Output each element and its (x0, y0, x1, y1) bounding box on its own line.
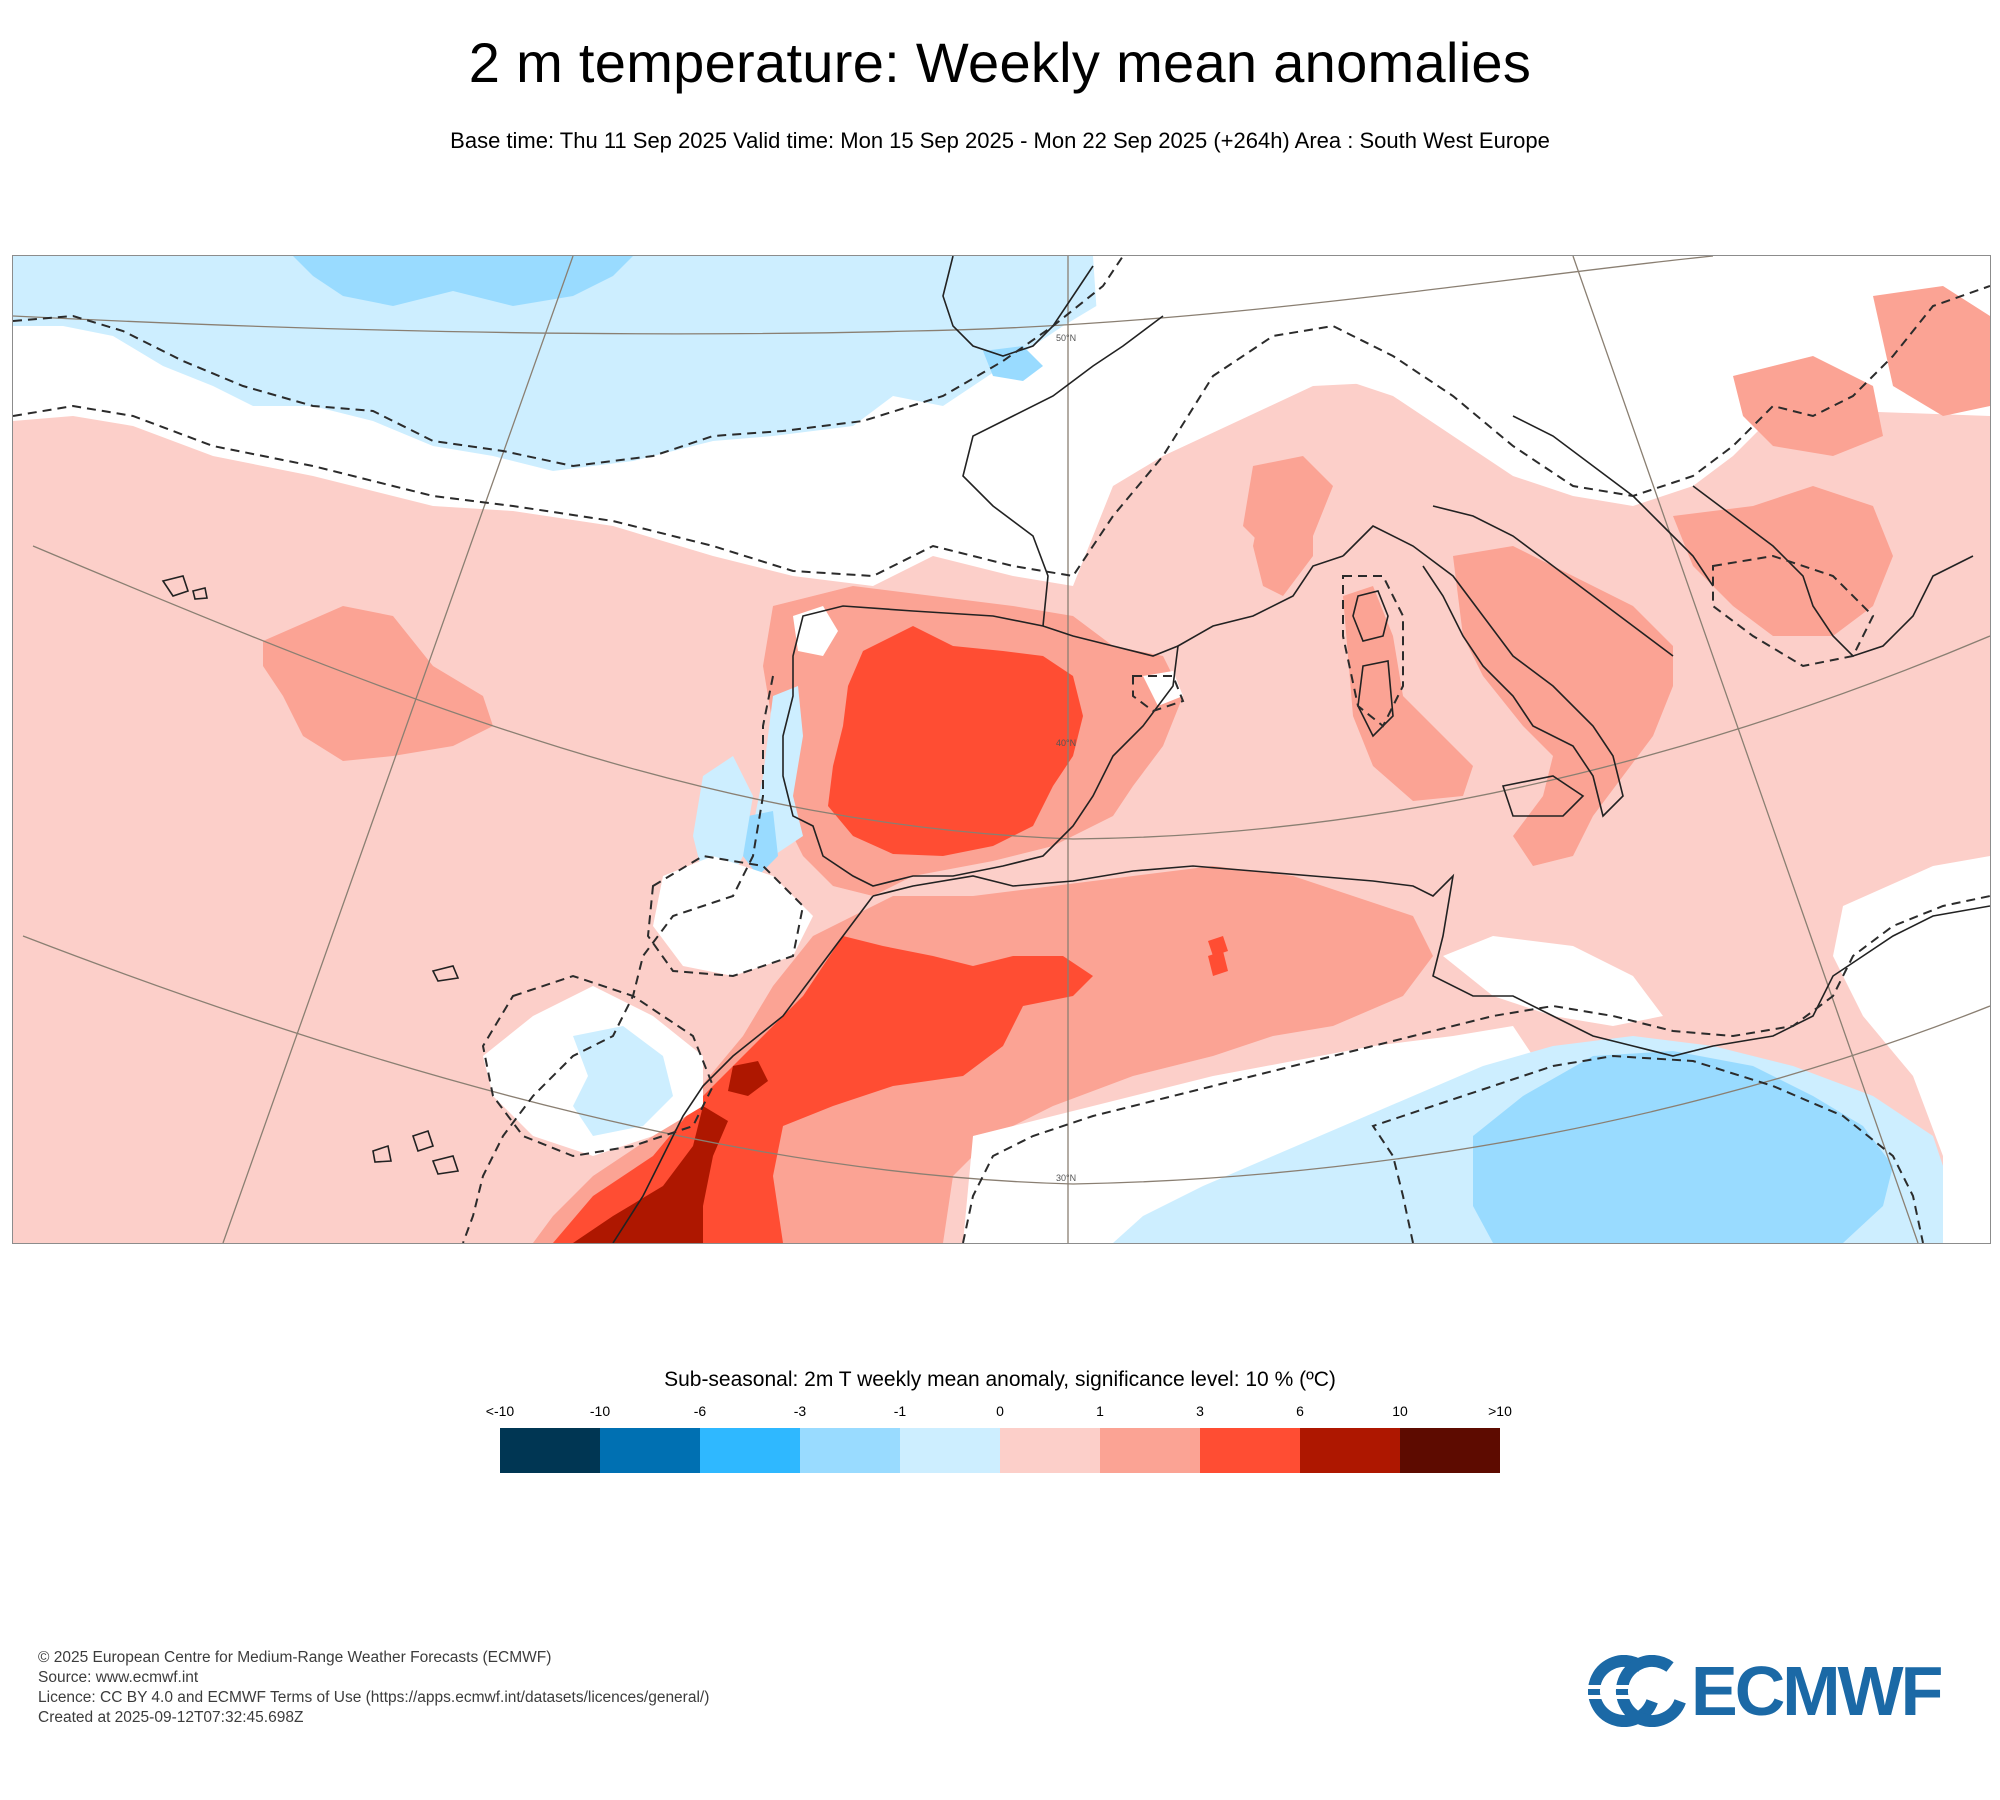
colorbar-swatch (600, 1428, 700, 1473)
tick-label: -1 (893, 1403, 907, 1419)
map-svg: 50°N 40°N 30°N (13, 256, 1990, 1243)
algeria-hot-spot-2 (1208, 951, 1228, 976)
colorbar-swatch (900, 1428, 1000, 1473)
colorbar-swatch (1400, 1428, 1500, 1473)
colorbar-swatch (1000, 1428, 1100, 1473)
atlas-extreme-spot (728, 1061, 768, 1096)
saharan-extreme-area (573, 1106, 728, 1243)
atlantic-cold-patch (293, 256, 633, 306)
morocco-neutral-area (653, 856, 813, 976)
tick-label: 3 (1196, 1403, 1204, 1419)
colorbar-swatch (1300, 1428, 1400, 1473)
tick-label: -10 (589, 1403, 611, 1419)
graticule-50n (13, 256, 1714, 335)
page-subtitle: Base time: Thu 11 Sep 2025 Valid time: M… (450, 128, 1550, 153)
colorbar (500, 1428, 1500, 1473)
midatlantic-warm-patch (263, 606, 493, 761)
northeast-warm-patch (1873, 286, 1990, 416)
significance-contour-libya (1371, 1054, 1924, 1243)
france-warm-patch (1253, 496, 1313, 596)
coastlines (161, 256, 1990, 1243)
coastline-sicily (1501, 775, 1585, 817)
tick-label: 10 (1392, 1403, 1408, 1419)
coastline-canary-3 (431, 1155, 460, 1175)
tunisia-neutral-area (1443, 936, 1663, 1026)
significance-contours (13, 256, 1990, 1243)
colorbar-swatch (500, 1428, 600, 1473)
legend-title: Sub-seasonal: 2m T weekly mean anomaly, … (664, 1368, 1336, 1391)
europe-neutral-area (1083, 256, 1990, 506)
significance-contour-mediterranean (1132, 554, 1875, 728)
coastline-iberia (782, 605, 1179, 887)
italy-warm-area (1453, 546, 1673, 866)
ecmwf-logo-mark-icon (1588, 1655, 1688, 1727)
coastline-azores-1 (161, 575, 190, 597)
tick-label: -6 (693, 1403, 707, 1419)
coastline-italy (1342, 505, 1674, 818)
galicia-neutral-spot (793, 606, 838, 656)
footer-licence: Licence: CC BY 4.0 and ECMWF Terms of Us… (38, 1689, 710, 1706)
tick-label: 6 (1296, 1403, 1304, 1419)
coastline-madeira (431, 965, 460, 982)
coastline-france (962, 315, 1344, 647)
tick-label: >10 (1488, 1403, 1512, 1419)
colorbar-swatch (800, 1428, 900, 1473)
coastline-azores-2 (192, 587, 208, 600)
coastline-morocco-atlantic (612, 895, 874, 1243)
meridian-e20 (1572, 256, 1919, 1243)
significance-contour-morocco (646, 854, 805, 978)
anomaly-map[interactable]: 50°N 40°N 30°N (12, 255, 1991, 1244)
libya-cold-area (1473, 1051, 1893, 1243)
coastline-greece (1692, 485, 1974, 657)
graticule-label-50n: 50°N (1056, 333, 1076, 343)
east-europe-warm-patch (1733, 356, 1883, 456)
sardinia-warm-patch (1343, 586, 1473, 801)
colorbar-swatch (1100, 1428, 1200, 1473)
iberia-hot-area (828, 626, 1083, 856)
coastline-north-africa (872, 865, 1990, 1057)
tick-label: 1 (1096, 1403, 1104, 1419)
footer: © 2025 European Centre for Medium-Range … (38, 1648, 709, 1728)
footer-copyright: © 2025 European Centre for Medium-Range … (38, 1649, 552, 1666)
ecmwf-logo-text: ECMWF (1691, 1652, 1943, 1730)
page-title: 2 m temperature: Weekly mean anomalies (468, 31, 1532, 94)
balkans-warm-patch (1673, 486, 1893, 636)
sahara-neutral-area (963, 1026, 1533, 1243)
footer-source: Source: www.ecmwf.int (38, 1669, 199, 1686)
tick-label: 0 (996, 1403, 1004, 1419)
canary-cool-area (573, 1026, 673, 1136)
colorbar-swatch (700, 1428, 800, 1473)
meridian-w20 (222, 256, 574, 1243)
graticule-30n (22, 935, 1990, 1185)
coastline-canary-1 (411, 1129, 435, 1153)
significance-contour-atlantic (13, 256, 1124, 468)
tick-label: -3 (793, 1403, 807, 1419)
coastline-canary-2 (372, 1144, 392, 1163)
significance-contour-canary (481, 974, 715, 1158)
footer-created: Created at 2025-09-12T07:32:45.698Z (38, 1709, 304, 1726)
colorbar-ticks: <-10 -10 -6 -3 -1 0 1 3 6 10 >10 (486, 1403, 1512, 1423)
coastline-uk (942, 256, 1094, 357)
graticule-40n (32, 545, 1990, 840)
ecmwf-logo[interactable]: ECMWF (1588, 1655, 1963, 1727)
graticule-label-30n: 30°N (1056, 1173, 1076, 1183)
graticule-label-40n: 40°N (1056, 738, 1076, 748)
graticule (13, 256, 1990, 1243)
atlantic-cool-area (13, 256, 1123, 471)
significance-contour-north (13, 285, 1990, 578)
egypt-neutral-area (1833, 856, 1990, 1243)
colorbar-swatch (1200, 1428, 1300, 1473)
tick-label: <-10 (485, 1403, 515, 1419)
